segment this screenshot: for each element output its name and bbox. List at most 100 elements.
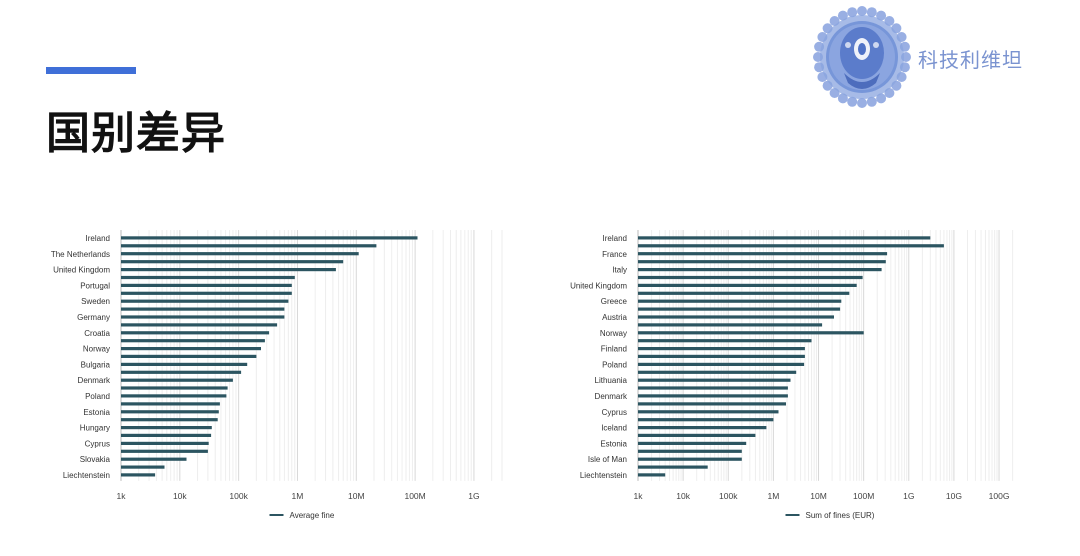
category-label: Estonia <box>600 439 627 448</box>
bar <box>638 331 864 335</box>
category-label: Croatia <box>84 329 110 338</box>
bar <box>121 394 227 398</box>
bar <box>638 362 805 366</box>
legend-label: Average fine <box>290 511 335 520</box>
page-title: 国别差异 <box>46 108 226 159</box>
category-label: Liechtenstein <box>63 471 110 480</box>
bar <box>121 236 418 240</box>
bar <box>121 426 212 430</box>
category-label: Greece <box>601 297 628 306</box>
bar <box>121 378 233 382</box>
sum-of-fines-chart: 1k 10k 100k 1M 10M 100M 1G 10G 100G Ireland France… <box>520 222 1045 532</box>
category-label: Ireland <box>86 234 110 243</box>
x-tick-label: 100G <box>989 491 1010 501</box>
category-label: Hungary <box>80 424 110 433</box>
bar <box>638 473 666 477</box>
bar <box>121 268 336 272</box>
bar <box>121 457 187 461</box>
category-label: Italy <box>612 266 627 275</box>
category-label: United Kingdom <box>570 281 627 290</box>
bar <box>121 339 265 343</box>
bar <box>638 291 850 295</box>
category-label: Isle of Man <box>588 455 627 464</box>
bar <box>121 283 292 287</box>
bar <box>121 410 219 414</box>
x-tick-label: 10G <box>946 491 962 501</box>
bar <box>121 473 156 477</box>
bar <box>121 386 228 390</box>
bar <box>638 465 708 469</box>
category-label: Slovakia <box>80 455 111 464</box>
category-label: Cyprus <box>602 408 627 417</box>
bar <box>638 441 747 445</box>
category-label: Austria <box>602 313 627 322</box>
bar <box>638 386 788 390</box>
x-tick-label: 10k <box>173 491 187 501</box>
bar <box>121 370 242 374</box>
bar <box>121 323 278 327</box>
category-label: Poland <box>85 392 110 401</box>
average-fine-chart: 1k 10k 100k 1M 10M 100M 1G Ireland The Netherlan… <box>0 222 525 532</box>
bar <box>121 299 289 303</box>
category-label: Portugal <box>80 281 110 290</box>
title-accent-bar <box>46 67 136 74</box>
x-tick-label: 100k <box>719 491 738 501</box>
category-label: Finland <box>601 345 627 354</box>
bar <box>121 331 270 335</box>
category-label: Sweden <box>81 297 110 306</box>
bar <box>121 244 377 248</box>
category-label: Norway <box>83 345 110 354</box>
bar <box>121 465 165 469</box>
x-tick-label: 10M <box>348 491 365 501</box>
bar <box>638 260 886 264</box>
category-label: Norway <box>600 329 627 338</box>
bar <box>638 299 842 303</box>
x-tick-label: 100M <box>404 491 425 501</box>
brand-name: 科技利维坦 <box>918 48 1023 72</box>
bar <box>638 307 841 311</box>
bar <box>121 354 257 358</box>
category-label: Liechtenstein <box>580 471 627 480</box>
category-label: United Kingdom <box>53 266 110 275</box>
bar <box>638 418 774 422</box>
bar <box>121 402 220 406</box>
bar <box>121 307 285 311</box>
x-tick-label: 100k <box>229 491 248 501</box>
bar <box>638 315 834 319</box>
bar <box>638 449 742 453</box>
x-tick-label: 1k <box>634 491 644 501</box>
bar <box>121 315 285 319</box>
x-tick-label: 1M <box>767 491 779 501</box>
category-label: Germany <box>77 313 110 322</box>
x-tick-label: 100M <box>853 491 874 501</box>
bar <box>638 433 756 437</box>
category-label: Iceland <box>601 424 627 433</box>
bar <box>638 268 882 272</box>
bar <box>638 410 779 414</box>
bar <box>121 260 344 264</box>
category-label: Cyprus <box>85 439 110 448</box>
category-label: Poland <box>602 360 627 369</box>
bar <box>121 291 292 295</box>
x-tick-label: 10k <box>676 491 690 501</box>
category-label: Bulgaria <box>81 360 111 369</box>
x-tick-label: 1G <box>903 491 914 501</box>
x-tick-label: 1M <box>292 491 304 501</box>
logo-emblem <box>812 5 912 109</box>
bar <box>121 433 212 437</box>
category-label: Denmark <box>78 376 111 385</box>
bar <box>638 252 888 256</box>
bar <box>638 275 863 280</box>
bar <box>121 449 208 453</box>
category-label: Estonia <box>83 408 110 417</box>
x-tick-label: 1G <box>468 491 479 501</box>
bar <box>638 323 823 327</box>
bar <box>638 354 805 358</box>
bar <box>638 339 812 343</box>
legend-label: Sum of fines (EUR) <box>806 511 875 520</box>
category-label: The Netherlands <box>51 250 110 259</box>
x-tick-label: 1k <box>117 491 127 501</box>
bar <box>638 457 742 461</box>
bar <box>121 418 218 422</box>
bar <box>638 347 805 351</box>
